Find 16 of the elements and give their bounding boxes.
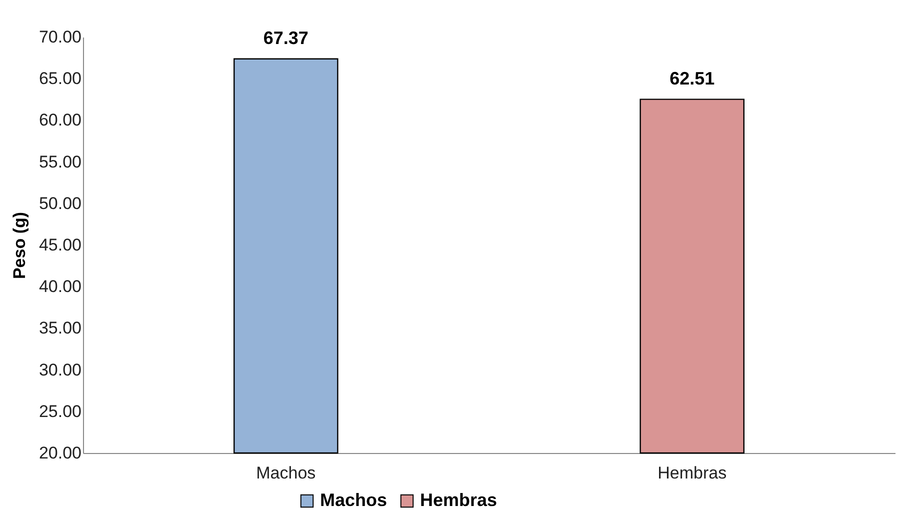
data-label: 62.51 [670, 68, 715, 88]
y-axis-title: Peso (g) [10, 212, 29, 280]
y-tick-label: 65.00 [38, 69, 82, 88]
y-tick-label: 20.00 [38, 444, 82, 462]
y-tick-label: 55.00 [38, 152, 82, 172]
y-tick-label: 30.00 [38, 360, 82, 380]
data-label: 67.37 [263, 28, 308, 48]
y-tick-label: 40.00 [38, 277, 82, 296]
y-tick-label: 50.00 [38, 194, 82, 213]
legend-label: Hembras [420, 490, 498, 510]
y-tick-label: 25.00 [38, 402, 82, 421]
legend-label: Machos [320, 490, 388, 510]
y-tick-label: 60.00 [38, 110, 82, 130]
y-tick-label: 70.00 [38, 28, 82, 46]
y-tick-label: 45.00 [38, 236, 82, 254]
y-tick-label: 35.00 [38, 318, 82, 338]
